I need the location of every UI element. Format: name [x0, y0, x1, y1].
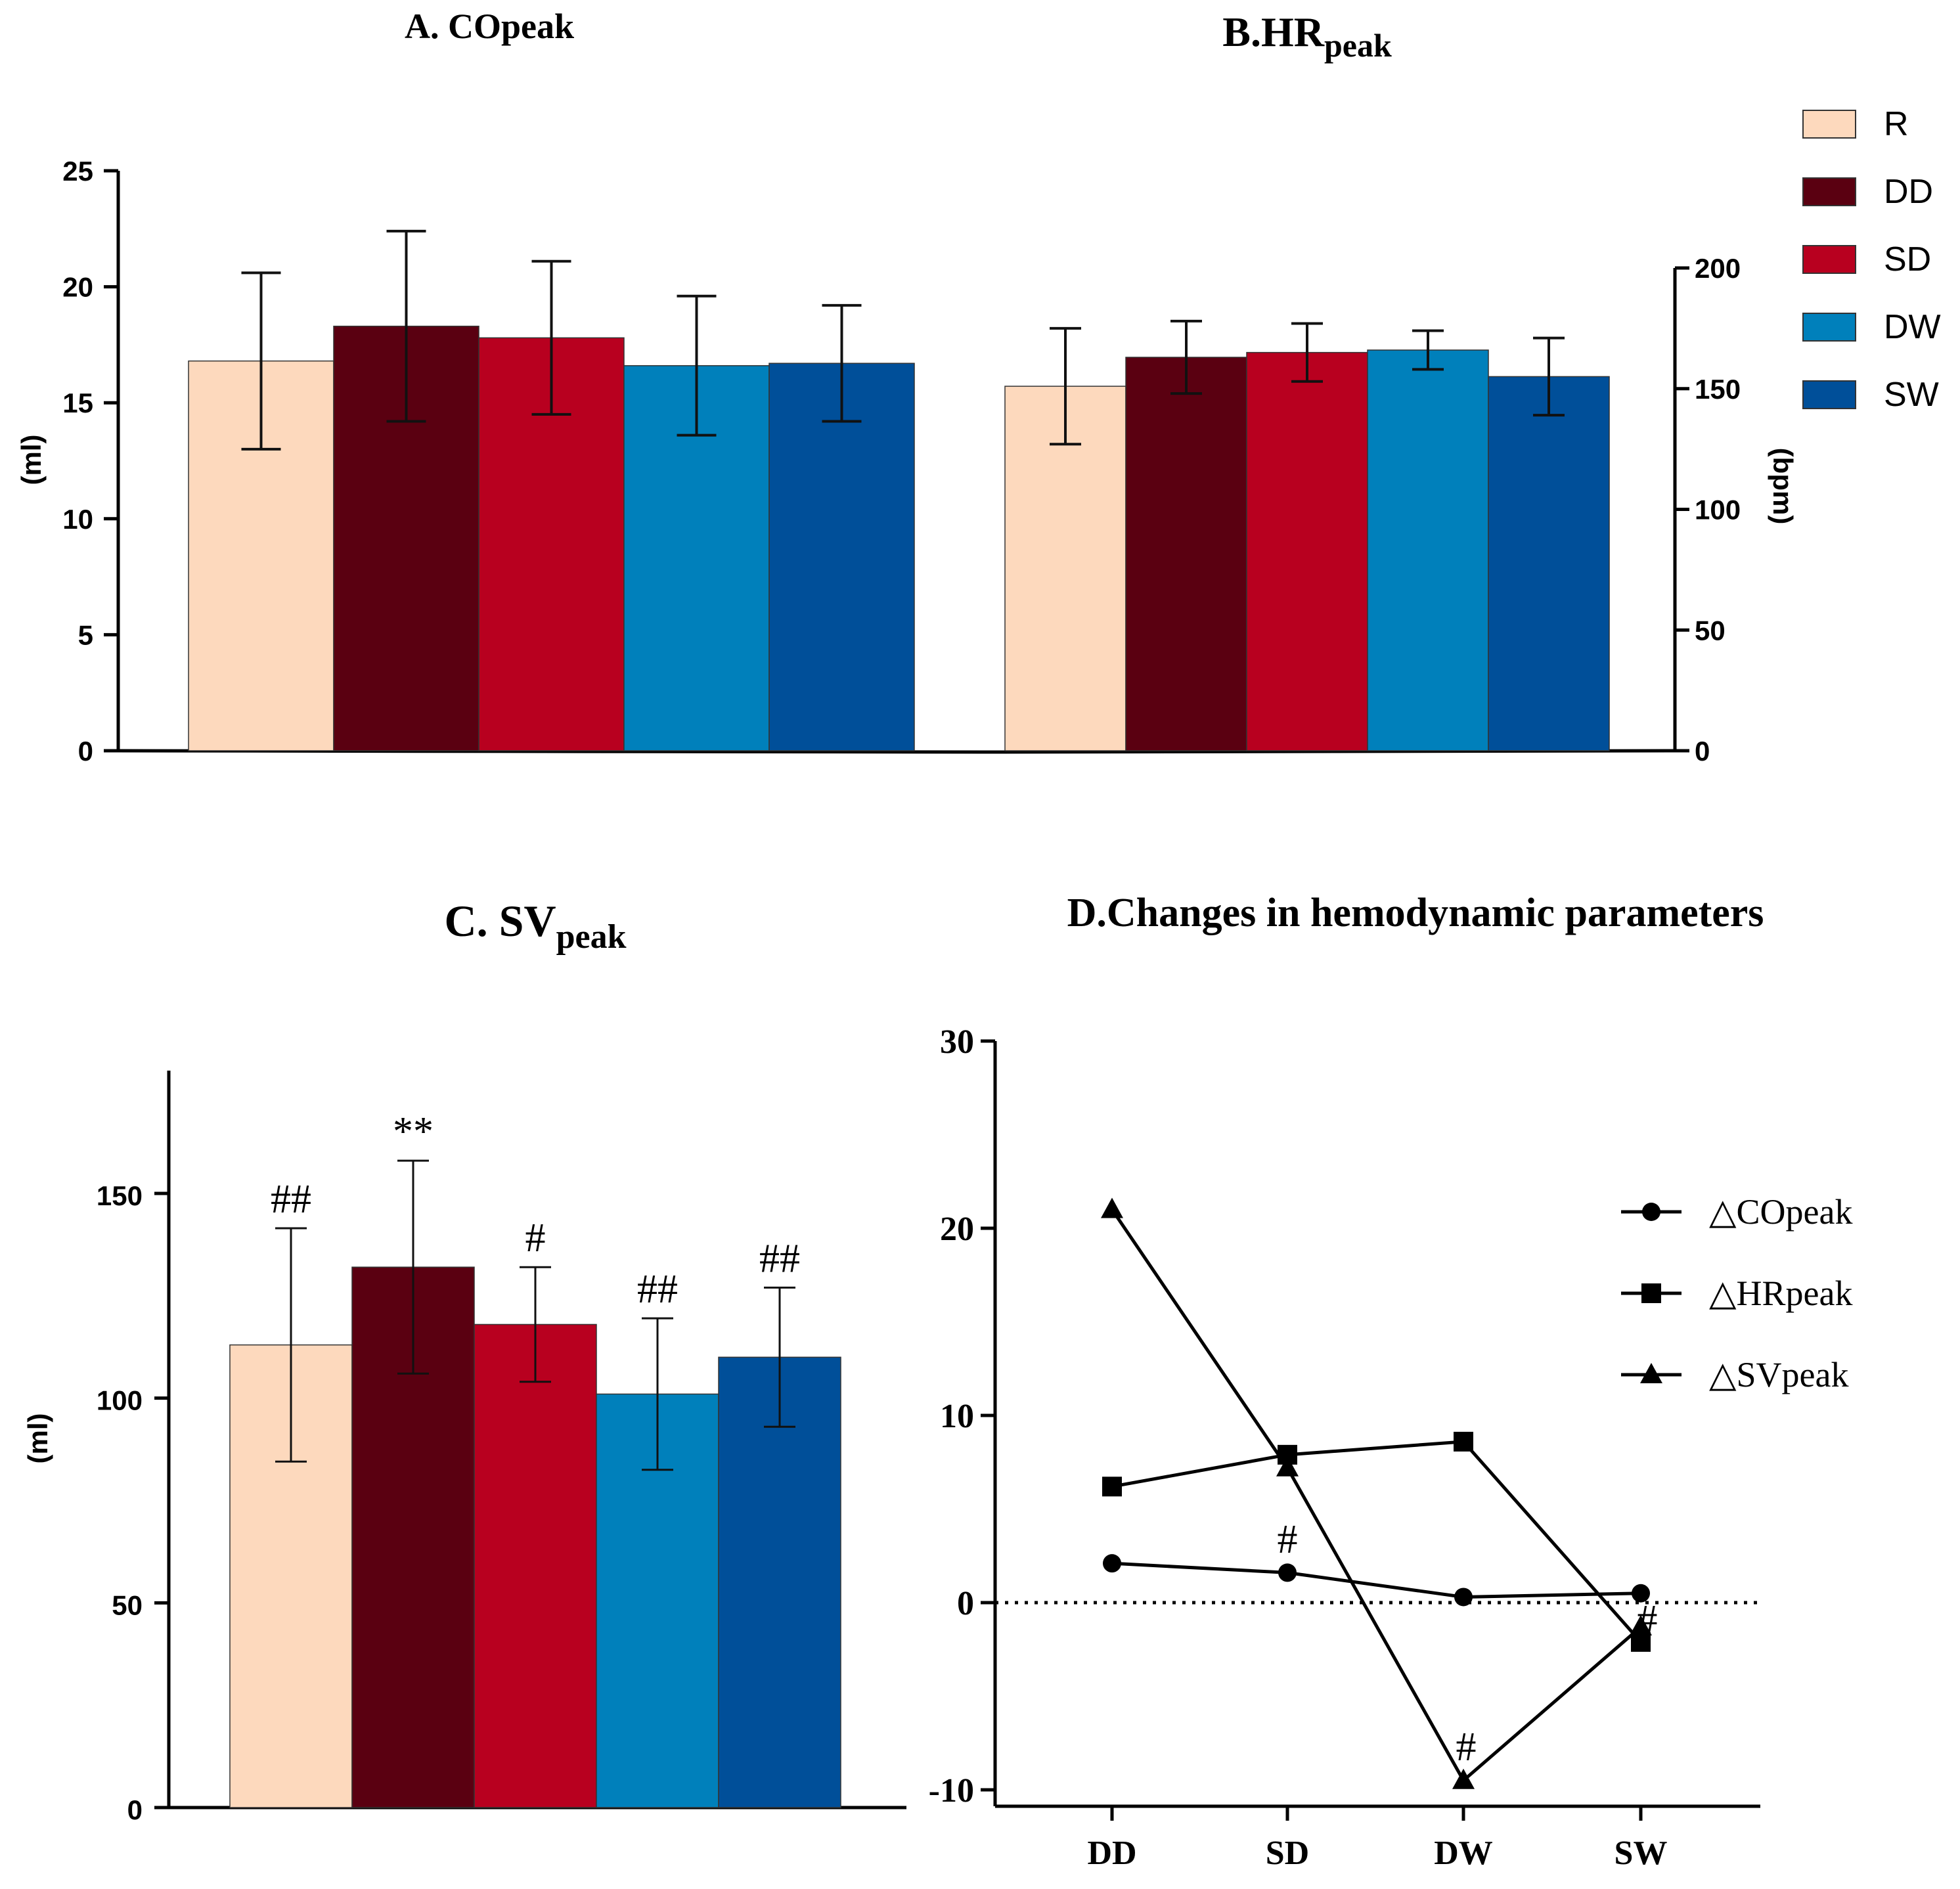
- panel-a-chart: 0 5 10 15 20 25 (ml): [16, 156, 986, 767]
- panel-b-chart: 0 50 100 150 200 (bpm): [985, 253, 1798, 767]
- y-tick-label-a: 0: [78, 736, 93, 767]
- y-tick-label-d: 10: [940, 1398, 974, 1435]
- significance-label-c: ##: [759, 1236, 800, 1281]
- significance-label-c: ##: [271, 1177, 311, 1222]
- panel-b-title: B.HRpeak: [1222, 9, 1392, 64]
- bar-b: [1125, 357, 1247, 751]
- bar-b: [1246, 351, 1368, 751]
- y-tick-label-d: 0: [957, 1585, 974, 1622]
- legend-swatch: [1802, 380, 1856, 409]
- x-tick-label-d: DW: [1434, 1834, 1493, 1872]
- legend-swatch: [1802, 177, 1856, 206]
- bar-b: [1004, 386, 1126, 751]
- legend-label-d: △COpeak: [1709, 1192, 1852, 1232]
- y-tick-label-b: 100: [1695, 495, 1741, 525]
- y-tick-label-a: 15: [62, 388, 93, 418]
- bar-c: [474, 1323, 597, 1808]
- y-tick-label-a: 25: [62, 156, 93, 187]
- y-axis-label-a: (ml): [16, 435, 47, 485]
- legend-swatch: [1802, 110, 1856, 139]
- panel-c-title-sub: peak: [556, 918, 627, 956]
- significance-label-d: #: [1456, 1725, 1477, 1769]
- bar-b: [1488, 376, 1610, 751]
- series-point-2: [1101, 1197, 1123, 1218]
- bar-b: [1367, 349, 1489, 751]
- series-point-1: [1454, 1431, 1473, 1452]
- legend-label: DD: [1884, 173, 1933, 211]
- legend-swatch: [1802, 245, 1856, 274]
- y-tick-label-b: 50: [1695, 615, 1726, 646]
- bar-a: [768, 363, 915, 751]
- legend-label-d: △HRpeak: [1709, 1274, 1852, 1313]
- legend-marker-d: [1640, 1363, 1662, 1383]
- x-tick-label-d: SW: [1615, 1834, 1668, 1872]
- series-point-0: [1103, 1554, 1121, 1573]
- panel-a-title: A. COpeak: [405, 7, 574, 46]
- y-tick-label-c: 100: [97, 1385, 143, 1416]
- y-tick-label-b: 150: [1695, 374, 1741, 405]
- significance-label-d: #: [1278, 1517, 1298, 1562]
- legend-swatch: [1802, 313, 1856, 342]
- series-point-2: [1630, 1615, 1652, 1636]
- legend-label: SD: [1884, 240, 1931, 278]
- y-tick-label-b: 200: [1695, 253, 1741, 284]
- panel-c-title-main: C. SV: [445, 896, 556, 946]
- legend-marker-d: [1642, 1203, 1660, 1221]
- legend-label: DW: [1884, 308, 1941, 346]
- legend-label-d: △SVpeak: [1709, 1355, 1849, 1394]
- series-point-1: [1102, 1477, 1122, 1497]
- y-tick-label-d: -10: [929, 1772, 974, 1810]
- y-axis-label-c: (ml): [22, 1413, 53, 1464]
- y-tick-label-b: 0: [1695, 736, 1710, 767]
- series-point-2: [1276, 1456, 1299, 1477]
- series-point-0: [1454, 1588, 1473, 1607]
- significance-label-d: #: [1637, 1597, 1658, 1642]
- panel-b-title-sub: peak: [1324, 27, 1392, 64]
- y-tick-label-d: 20: [940, 1211, 974, 1248]
- legend-marker-d: [1641, 1283, 1661, 1303]
- significance-label-c: **: [393, 1109, 434, 1154]
- y-tick-label-a: 5: [78, 619, 93, 650]
- legend-label: SW: [1884, 376, 1939, 414]
- series-point-2: [1452, 1768, 1475, 1789]
- y-tick-label-d: 30: [940, 1023, 974, 1061]
- series-line-1: [1111, 1440, 1642, 1643]
- panel-d-title: D.Changes in hemodynamic parameters: [1067, 891, 1764, 935]
- panel-d-chart: -10 0 10 20 30 DD SD DW SW # # # △COpeak △HRpeak △SVpe…: [929, 1023, 1853, 1872]
- y-tick-label-c: 150: [97, 1180, 143, 1211]
- y-tick-label-a: 10: [62, 504, 93, 535]
- significance-label-c: #: [525, 1216, 546, 1260]
- series-point-0: [1632, 1584, 1650, 1603]
- series-point-0: [1278, 1563, 1297, 1582]
- series-line-2: [1110, 1209, 1642, 1783]
- panel-c-title: C. SVpeak: [445, 896, 627, 956]
- y-tick-label-c: 50: [112, 1589, 143, 1620]
- panel-b-title-main: B.HR: [1222, 9, 1324, 55]
- y-axis-label-b: (bpm): [1768, 448, 1798, 525]
- y-tick-label-c: 0: [127, 1794, 143, 1825]
- series-line-0: [1111, 1561, 1641, 1599]
- bar-c: [718, 1356, 841, 1808]
- legend-label: R: [1884, 105, 1909, 143]
- bar-legend: R DD SD DW SW: [1802, 105, 1941, 414]
- y-tick-label-a: 20: [62, 272, 93, 303]
- x-tick-label-d: DD: [1087, 1834, 1136, 1872]
- x-tick-label-d: SD: [1266, 1834, 1309, 1872]
- significance-label-c: ##: [637, 1267, 678, 1312]
